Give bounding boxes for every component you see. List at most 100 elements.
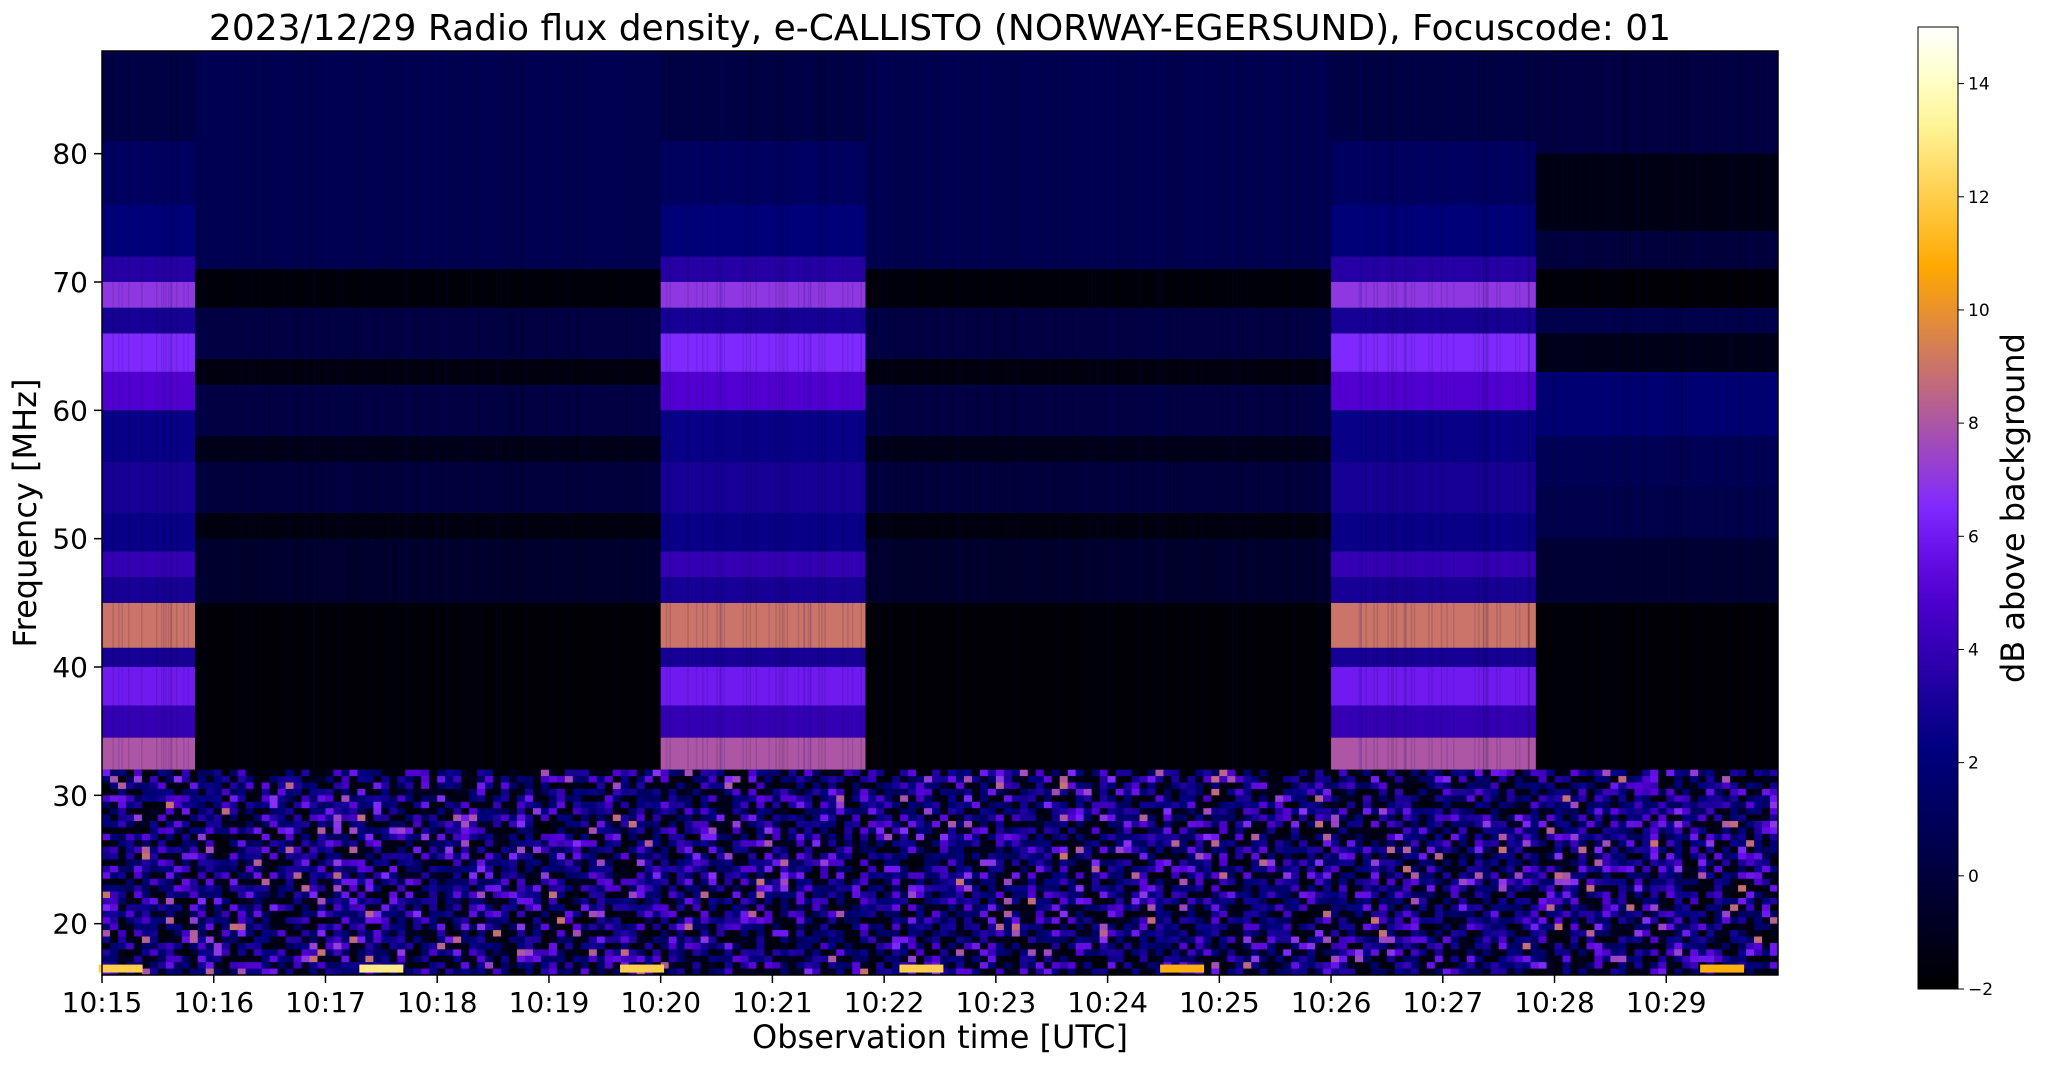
band-cell [660, 410, 866, 462]
low-band-cell [620, 949, 630, 957]
low-band-cell [1243, 769, 1252, 777]
low-band-cell [1115, 942, 1125, 950]
low-band-cell [588, 962, 598, 970]
low-band-cell [1187, 788, 1196, 796]
low-band-cell [796, 930, 805, 937]
low-band-cell [1083, 859, 1093, 867]
low-band-cell [676, 808, 686, 816]
low-band-cell [453, 891, 462, 899]
low-band-cell [532, 930, 542, 937]
low-band-cell [820, 859, 829, 867]
low-band-cell [995, 821, 1005, 828]
low-band-cell [325, 769, 334, 777]
noise-streak [466, 51, 468, 770]
low-band-cell [1219, 782, 1228, 790]
low-band-cell [173, 917, 183, 925]
low-band-cell [1163, 769, 1172, 777]
low-band-cell [229, 942, 239, 950]
low-band-cell [1187, 827, 1196, 835]
noise-streak [1715, 51, 1718, 770]
low-band-cell [804, 898, 813, 905]
low-band-cell [924, 853, 933, 860]
low-band-cell [1011, 769, 1021, 777]
low-band-cell [293, 776, 303, 783]
low-band-cell [309, 846, 318, 854]
low-band-cell [221, 846, 231, 854]
low-band-cell [1011, 776, 1021, 783]
low-band-cell [1171, 865, 1180, 873]
low-band-cell [109, 833, 119, 841]
low-band-cell [261, 801, 271, 809]
low-band-cell [357, 910, 366, 918]
noise-streak [339, 51, 341, 770]
low-band-cell [357, 827, 366, 835]
low-band-cell [341, 904, 350, 912]
low-band-cell [117, 769, 127, 777]
low-band-cell [397, 795, 406, 803]
low-band-cell [740, 788, 749, 796]
low-band-cell [532, 878, 542, 886]
low-band-cell [477, 865, 486, 873]
low-band-cell [724, 827, 733, 835]
low-band-cell [812, 962, 821, 970]
low-band-cell [572, 853, 582, 860]
low-band-cell [1187, 840, 1196, 848]
low-band-cell [413, 808, 422, 816]
band-cell [660, 602, 866, 648]
low-band-cell [429, 910, 438, 918]
low-band-cell [955, 827, 965, 835]
low-band-cell [836, 949, 845, 957]
low-band-cell [940, 782, 949, 790]
low-band-cell [125, 923, 135, 931]
low-band-cell [133, 808, 143, 816]
low-band-cell [1187, 782, 1196, 790]
low-band-cell [102, 782, 111, 790]
low-band-cell [1131, 910, 1141, 918]
low-band-cell [644, 936, 654, 944]
low-band-cell [572, 801, 582, 809]
low-band-cell [237, 872, 247, 880]
low-band-cell [165, 942, 175, 950]
low-band-cell [285, 910, 295, 918]
noise-streak [112, 51, 114, 770]
low-band-cell [485, 955, 494, 963]
low-band-cell [1147, 898, 1156, 905]
low-band-cell [453, 936, 462, 944]
low-band-cell [884, 833, 893, 841]
low-band-cell [987, 795, 997, 803]
low-band-cell [1155, 827, 1164, 835]
low-band-cell [325, 776, 334, 783]
low-band-cell [644, 891, 654, 899]
low-band-cell [963, 949, 973, 957]
low-band-cell [1019, 833, 1029, 841]
low-band-cell [532, 846, 542, 854]
low-band-cell [756, 853, 765, 860]
low-band-cell [109, 846, 119, 854]
low-band-cell [445, 942, 454, 950]
low-band-cell [213, 788, 223, 796]
low-band-cell [971, 923, 981, 931]
low-band-cell [1187, 833, 1196, 841]
low-band-cell [812, 968, 821, 976]
low-band-cell [668, 910, 678, 918]
low-band-cell [844, 917, 853, 925]
low-band-cell [509, 885, 518, 893]
low-band-cell [349, 801, 358, 809]
low-band-cell [509, 782, 518, 790]
low-band-cell [397, 904, 406, 912]
low-band-cell [780, 936, 789, 944]
low-band-cell [708, 910, 718, 918]
low-band-cell [892, 910, 901, 918]
low-band-cell [852, 872, 861, 880]
low-band-cell [1155, 846, 1164, 854]
low-band-cell [1211, 885, 1220, 893]
low-band-cell [293, 936, 303, 944]
low-band-cell [189, 917, 199, 925]
low-band-cell [892, 949, 901, 957]
low-band-cell [1075, 788, 1085, 796]
low-band-cell [197, 776, 207, 783]
low-band-cell [804, 846, 813, 854]
low-band-cell [1219, 814, 1228, 822]
low-band-cell [493, 891, 502, 899]
low-band-cell [325, 865, 334, 873]
